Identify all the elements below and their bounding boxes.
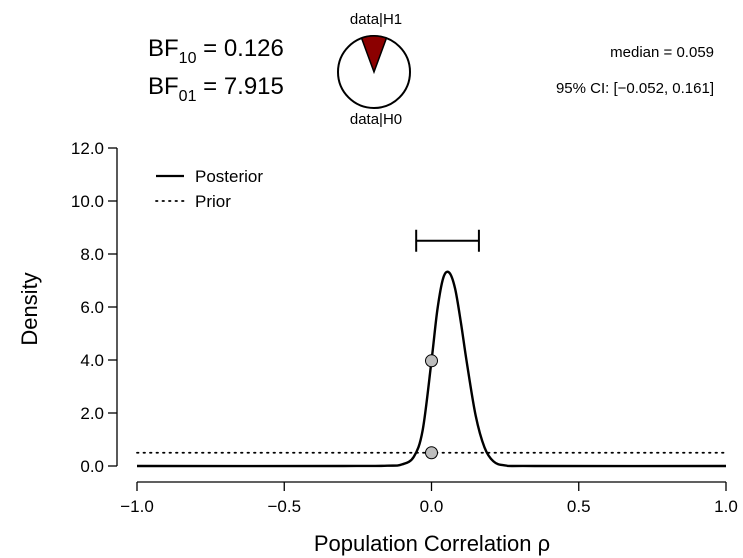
median-text: median = 0.059 (610, 44, 714, 61)
pie-slice-h1 (360, 35, 388, 75)
pie-chart (337, 35, 411, 109)
y-tick-label: 8.0 (80, 245, 104, 264)
credible-interval-bar (415, 229, 480, 252)
pie-bottom-label: data|H0 (350, 111, 402, 128)
x-axis-label: Population Correlation ρ (314, 531, 550, 556)
legend-label-prior: Prior (195, 192, 231, 211)
y-tick-label: 6.0 (80, 298, 104, 317)
bf01-subscript: 01 (179, 88, 197, 105)
legend: Posterior Prior (155, 167, 263, 211)
y-tick-label: 10.0 (71, 192, 104, 211)
series-group (136, 270, 727, 468)
posterior-line (136, 270, 727, 468)
pie-top-label: data|H1 (350, 11, 402, 28)
y-axis-label: Density (17, 272, 42, 345)
x-tick-label: 1.0 (714, 497, 738, 516)
y-tick-label: 0.0 (80, 457, 104, 476)
density-point (425, 354, 438, 368)
points-group (425, 354, 438, 460)
y-tick-label: 4.0 (80, 351, 104, 370)
bf10-text: BF10 = 0.126 (148, 35, 284, 67)
x-tick-label: −1.0 (120, 497, 154, 516)
x-tick-label: 0.5 (567, 497, 591, 516)
legend-label-posterior: Posterior (195, 167, 263, 186)
ci-text: 95% CI: [−0.052, 0.161] (556, 80, 714, 97)
density-point (425, 446, 438, 460)
bf10-label: BF (148, 35, 179, 62)
y-tick-label: 2.0 (80, 404, 104, 423)
bf01-value: = 7.915 (196, 73, 283, 100)
bf10-value: = 0.126 (196, 35, 283, 62)
bf10-subscript: 10 (179, 50, 197, 67)
y-tick-label: 12.0 (71, 139, 104, 158)
y-axis: 0.0 2.0 4.0 6.0 8.0 10.0 12.0 (71, 139, 118, 476)
x-tick-label: −0.5 (267, 497, 301, 516)
x-tick-label: 0.0 (420, 497, 444, 516)
x-axis: −1.0 −0.5 0.0 0.5 1.0 (120, 481, 738, 516)
bf01-text: BF01 = 7.915 (148, 73, 284, 105)
bf01-label: BF (148, 73, 179, 100)
